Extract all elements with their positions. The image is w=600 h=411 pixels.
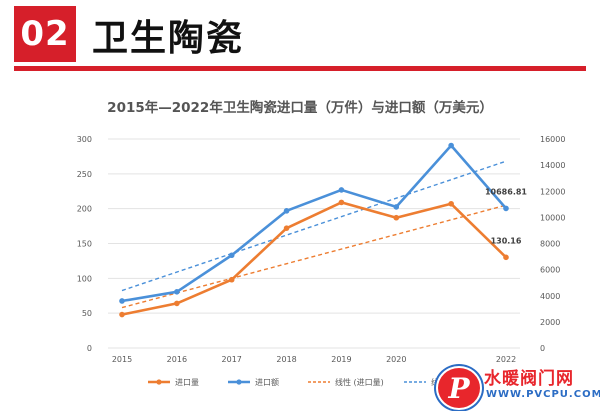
legend-marker: [236, 379, 242, 385]
data-point: [503, 254, 509, 261]
data-point: [228, 276, 235, 283]
data-point: [283, 225, 290, 231]
data-point: [338, 187, 345, 193]
y-right-tick-label: 14000: [540, 161, 565, 170]
data-point: [448, 200, 454, 207]
legend-label: 进口量: [175, 378, 199, 387]
watermark-site-url: WWW.PVCPU.COM: [486, 389, 600, 400]
data-point: [119, 298, 125, 304]
data-point: [393, 214, 400, 221]
watermark-logo-icon: P: [436, 366, 482, 410]
x-tick-label: 2022: [496, 355, 516, 364]
x-tick-label: 2019: [331, 355, 351, 364]
legend-marker: [156, 379, 162, 385]
y-right-tick-label: 4000: [540, 292, 560, 301]
x-tick-label: 2020: [386, 355, 406, 364]
data-point: [174, 300, 180, 307]
y-left-tick-label: 300: [77, 135, 92, 144]
trendline: [121, 160, 507, 292]
y-right-tick-label: 8000: [540, 240, 560, 249]
section-title: 卫生陶瓷: [92, 18, 245, 59]
y-right-tick-label: 2000: [540, 318, 560, 327]
y-right-tick-label: 6000: [540, 266, 560, 275]
chart-title: 2015年—2022年卫生陶瓷进口量（万件）与进口额（万美元）: [107, 100, 493, 116]
data-point: [283, 208, 290, 214]
y-right-tick-label: 12000: [540, 187, 565, 196]
y-left-tick-label: 50: [82, 309, 92, 318]
x-tick-label: 2015: [112, 355, 132, 364]
y-left-tick-label: 0: [87, 344, 92, 353]
data-point: [503, 205, 509, 212]
data-point: [338, 199, 345, 206]
legend-label: 进口额: [255, 377, 279, 387]
y-left-tick-label: 250: [77, 170, 92, 179]
y-right-tick-label: 0: [540, 344, 545, 353]
y-right-tick-label: 16000: [540, 135, 565, 144]
y-left-tick-label: 100: [77, 274, 92, 283]
watermark-site-name: 水暖阀门网: [484, 369, 574, 389]
y-left-tick-label: 150: [77, 240, 92, 249]
data-point: [228, 252, 235, 259]
section-header: 02 卫生陶瓷: [0, 0, 600, 71]
trendline: [121, 204, 507, 309]
section-number-badge: 02: [14, 6, 76, 62]
series-line: [121, 201, 507, 316]
legend-label: 线性 (进口量): [335, 377, 384, 387]
series-line: [121, 144, 507, 303]
data-point: [119, 311, 125, 318]
x-tick-label: 2017: [222, 355, 242, 364]
data-label: 10686.81: [485, 187, 527, 196]
y-left-tick-label: 200: [77, 205, 92, 214]
x-tick-label: 2016: [167, 355, 187, 364]
data-point: [174, 289, 180, 295]
y-right-tick-label: 10000: [540, 213, 565, 222]
data-point: [393, 204, 400, 210]
header-rule: [14, 66, 586, 71]
data-point: [448, 142, 454, 149]
data-label: 130.16: [491, 236, 522, 245]
x-tick-label: 2018: [276, 355, 296, 364]
